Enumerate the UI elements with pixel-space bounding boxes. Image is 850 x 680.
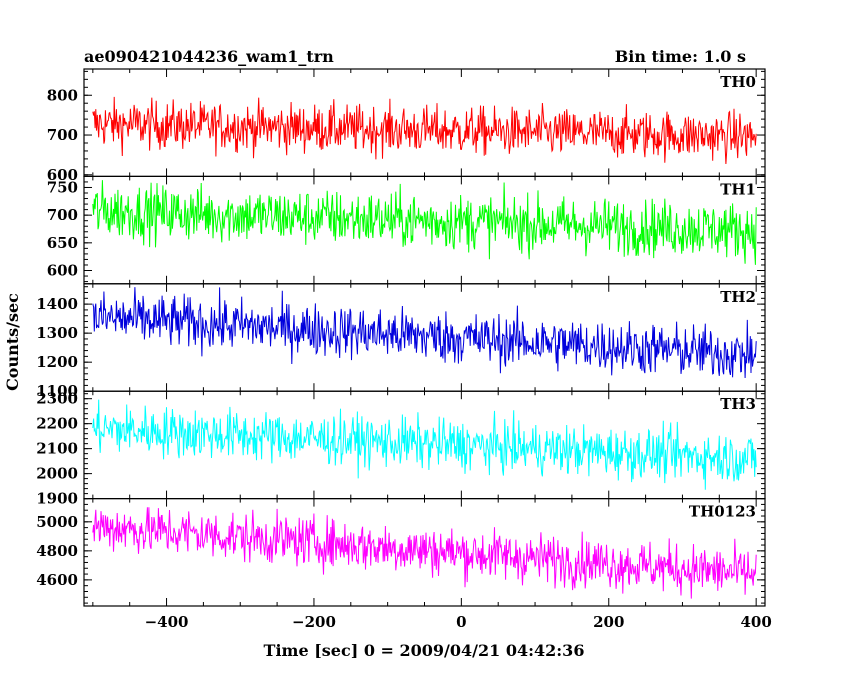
x-tick-label: −200 bbox=[292, 613, 336, 631]
y-tick-label: 800 bbox=[47, 86, 78, 104]
series-th2-line bbox=[92, 287, 757, 379]
panels-group: TH0 600 700 800 TH1 600 650 700 750 TH2 1100 1200 13… bbox=[36, 68, 772, 631]
y-tick-label: 650 bbox=[47, 234, 78, 252]
chart-title: ae090421044236_wam1_trn bbox=[84, 47, 334, 66]
y-tick-label: 700 bbox=[47, 126, 78, 144]
bin-time-label: Bin time: 1.0 s bbox=[615, 47, 746, 66]
y-axis-label: Counts/sec bbox=[3, 293, 22, 391]
y-tick-label: 4800 bbox=[36, 542, 78, 560]
x-tick-label: 400 bbox=[740, 613, 771, 631]
x-tick-label: −400 bbox=[145, 613, 189, 631]
series-th3-line bbox=[92, 399, 757, 490]
panel-label-th0123: TH0123 bbox=[689, 503, 756, 521]
y-tick-label: 1100 bbox=[36, 382, 78, 400]
y-tick-label: 2100 bbox=[36, 440, 78, 458]
panel-label-th0: TH0 bbox=[720, 73, 756, 91]
series-th1-line bbox=[92, 180, 757, 265]
y-tick-label: 600 bbox=[47, 166, 78, 184]
series-th0123-line bbox=[92, 507, 757, 599]
y-tick-label: 5000 bbox=[36, 513, 78, 531]
y-tick-label: 700 bbox=[47, 206, 78, 224]
y-tick-label: 1400 bbox=[36, 295, 78, 313]
y-tick-label: 750 bbox=[47, 178, 78, 196]
y-tick-label: 1900 bbox=[36, 490, 78, 508]
y-tick-label: 2300 bbox=[36, 390, 78, 408]
y-tick-label: 2200 bbox=[36, 415, 78, 433]
y-tick-label: 2000 bbox=[36, 465, 78, 483]
panel-label-th1: TH1 bbox=[720, 180, 756, 198]
x-axis-label: Time [sec] 0 = 2009/04/21 04:42:36 bbox=[264, 641, 585, 660]
y-tick-label: 600 bbox=[47, 262, 78, 280]
panel-label-th2: TH2 bbox=[720, 288, 756, 306]
x-tick-label: 200 bbox=[593, 613, 624, 631]
y-tick-label: 1300 bbox=[36, 324, 78, 342]
y-tick-label: 1200 bbox=[36, 353, 78, 371]
x-tick-label: 0 bbox=[456, 613, 466, 631]
y-tick-label: 4600 bbox=[36, 571, 78, 589]
series-th0-line bbox=[92, 96, 757, 165]
panel-label-th3: TH3 bbox=[720, 395, 756, 413]
